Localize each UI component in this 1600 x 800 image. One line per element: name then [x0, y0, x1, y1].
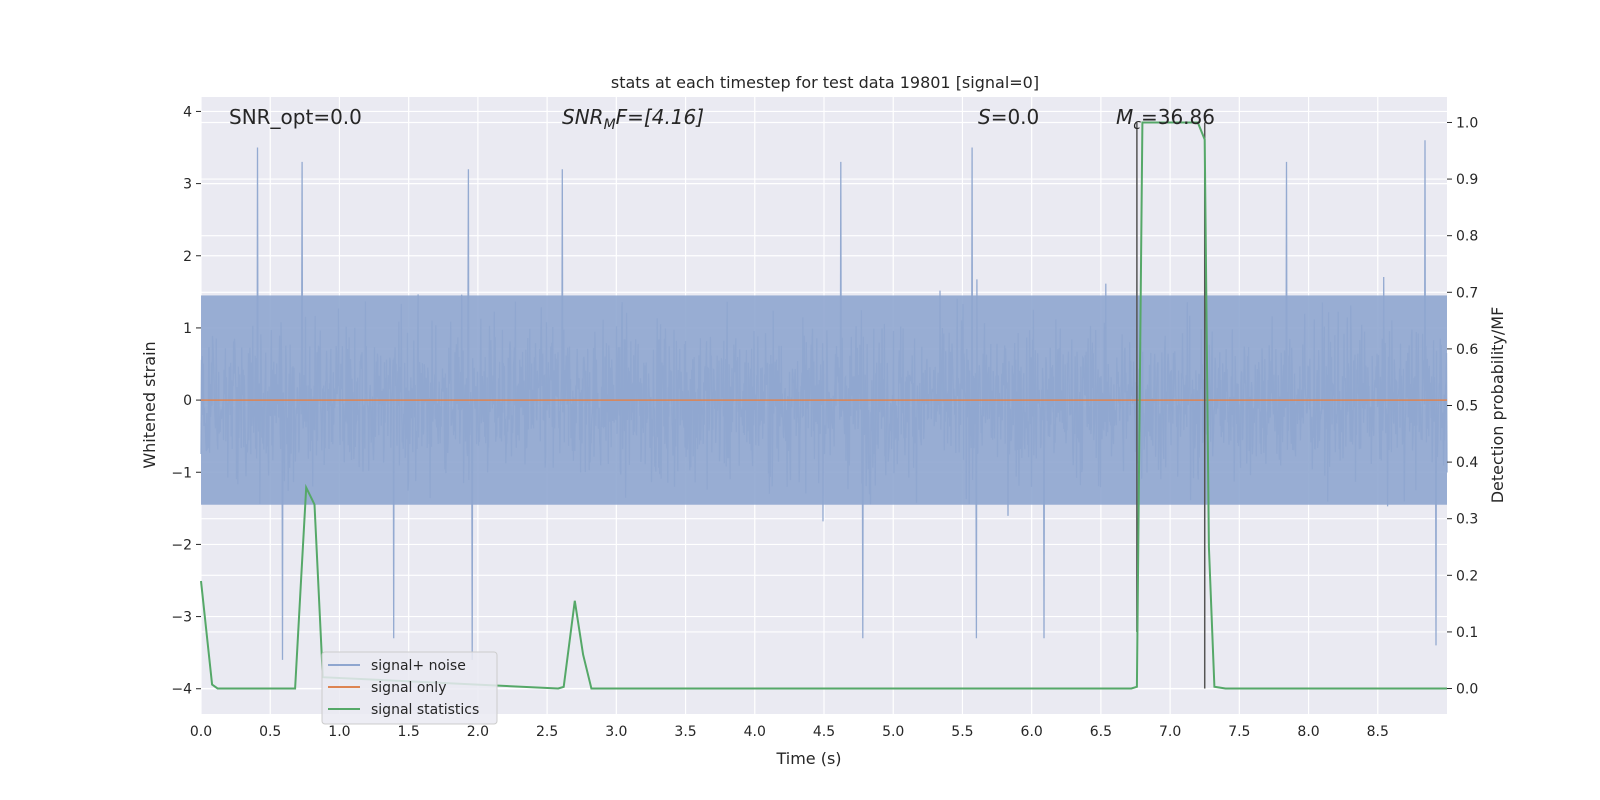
right-y-tick-label: 1.0 — [1456, 115, 1478, 131]
x-tick-label: 7.0 — [1159, 724, 1181, 740]
x-tick-label: 5.5 — [951, 724, 973, 740]
y-tick-label: 0 — [183, 393, 192, 409]
statistics-line — [200, 121, 1447, 690]
s-annotation: S=0.0 — [978, 105, 1039, 129]
chart-title: stats at each timestep for test data 198… — [611, 73, 1039, 92]
right-y-tick-label: 0.2 — [1456, 568, 1478, 584]
legend-label-noise: signal+ noise — [371, 658, 466, 674]
x-tick-label: 4.0 — [744, 724, 766, 740]
x-tick-label: 6.0 — [1021, 724, 1043, 740]
right-y-tick-label: 0.1 — [1456, 625, 1478, 641]
y-tick-label: 2 — [183, 249, 192, 265]
right-y-tick-label: 0.7 — [1456, 285, 1478, 301]
y-tick-label: 4 — [183, 104, 192, 120]
x-tick-label: 0.5 — [259, 724, 281, 740]
legend-label-signal: signal only — [371, 680, 446, 696]
snr-opt-annotation: SNR_opt=0.0 — [229, 105, 362, 129]
x-tick-label: 2.5 — [536, 724, 558, 740]
x-axis-label: Time (s) — [775, 749, 841, 768]
right-y-tick-label: 0.8 — [1456, 229, 1478, 245]
y-tick-labels: 4 3 2 1 0 −1 −2 −3 −4 — [171, 104, 201, 698]
mc-annotation: Mc=36.86 — [1116, 105, 1215, 133]
right-y-tick-label: 0.5 — [1456, 399, 1478, 415]
y-tick-label: 1 — [183, 321, 192, 337]
x-tick-label: 8.0 — [1297, 724, 1319, 740]
y-tick-label: −3 — [171, 610, 192, 626]
legend-label-statistics: signal statistics — [371, 702, 479, 718]
x-tick-labels: 0.0 0.5 1.0 1.5 2.0 2.5 3.0 3.5 4.0 4.5 5.0 5.5 6.0 6… — [190, 724, 1389, 740]
y-tick-label: −2 — [171, 537, 192, 553]
right-y-tick-label: 0.3 — [1456, 512, 1478, 528]
x-tick-label: 1.5 — [398, 724, 420, 740]
x-tick-label: 3.0 — [605, 724, 627, 740]
y-tick-label: 3 — [183, 177, 192, 193]
legend-box — [321, 651, 498, 725]
right-y-axis-label: Detection probability/MF — [1488, 307, 1507, 504]
x-tick-label: 7.5 — [1228, 724, 1250, 740]
x-tick-label: 4.5 — [813, 724, 835, 740]
x-tick-label: 2.0 — [467, 724, 489, 740]
legend: signal+ noise signal only signal statist… — [321, 651, 498, 725]
x-tick-label: 0.0 — [190, 724, 212, 740]
x-tick-label: 8.5 — [1367, 724, 1389, 740]
right-y-tick-label: 0.6 — [1456, 342, 1478, 358]
x-tick-label: 3.5 — [674, 724, 696, 740]
x-tick-label: 5.0 — [882, 724, 904, 740]
right-y-tick-label: 0.9 — [1456, 172, 1478, 188]
x-tick-label: 1.0 — [328, 724, 350, 740]
right-y-tick-label: 0.4 — [1456, 455, 1478, 471]
x-tick-label: 6.5 — [1090, 724, 1112, 740]
y-tick-label: −4 — [171, 682, 192, 698]
snr-mf-annotation: SNRMF=[4.16] — [562, 105, 704, 133]
right-y-tick-labels: 1.0 0.9 0.8 0.7 0.6 0.5 0.4 0.3 0.2 0.1 0.0 — [1447, 115, 1478, 698]
signal-statistics-series — [200, 121, 1447, 690]
right-y-tick-label: 0.0 — [1456, 682, 1478, 698]
y-axis-label: Whitened strain — [140, 341, 159, 468]
y-tick-label: −1 — [171, 465, 192, 481]
